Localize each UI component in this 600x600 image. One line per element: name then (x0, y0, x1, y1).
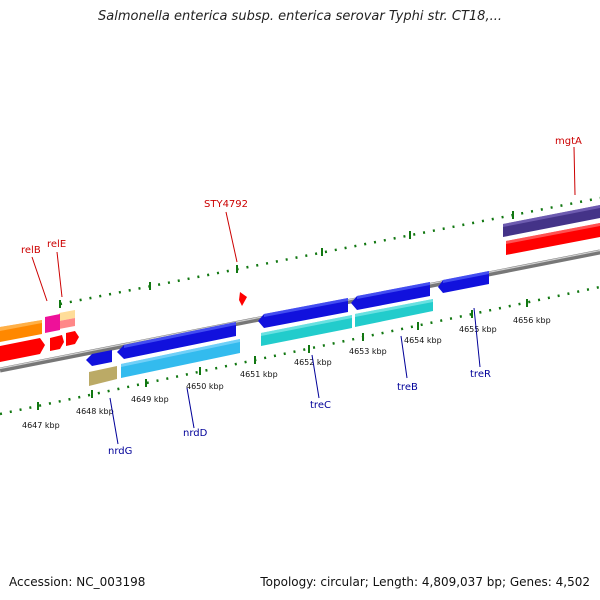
gene-label-treR: treR (470, 369, 491, 380)
gene-label-treC: treC (310, 400, 331, 411)
leader-treB (400, 335, 408, 379)
upper-major-ticks (59, 211, 514, 308)
gene-nrdG[interactable] (86, 350, 117, 386)
lower-major-ticks (37, 299, 528, 410)
accession-text: Accession: NC_003198 (9, 575, 146, 589)
leader-treC (311, 354, 320, 399)
gene-label-nrdD: nrdD (183, 428, 208, 439)
gene-treB[interactable] (351, 282, 433, 327)
leader-relE (56, 251, 63, 298)
kbp-label: 4655 kbp (459, 325, 497, 334)
kbp-label: 4649 kbp (131, 395, 169, 404)
leader-nrdG (109, 397, 119, 445)
kbp-label: 4653 kbp (349, 347, 387, 356)
gene-label-relB: relB (21, 245, 41, 256)
gene-label-STY4792: STY4792 (204, 199, 248, 210)
gene-red-left[interactable] (0, 331, 79, 362)
gene-relE[interactable] (59, 310, 75, 329)
leader-treR (473, 307, 481, 368)
kbp-label: 4647 kbp (22, 421, 60, 430)
kbp-label: 4648 kbp (76, 407, 114, 416)
leader-STY4792 (225, 211, 238, 263)
kbp-label: 4650 kbp (186, 382, 224, 391)
gene-treC[interactable] (258, 298, 352, 346)
genome-summary: Topology: circular; Length: 4,809,037 bp… (260, 575, 590, 589)
kbp-label: 4656 kbp (513, 316, 551, 325)
gene-STY4792[interactable] (239, 292, 247, 306)
kbp-label: 4651 kbp (240, 370, 278, 379)
gene-orange[interactable] (0, 320, 42, 342)
lower-scale-line (0, 285, 600, 416)
kbp-label: 4654 kbp (404, 336, 442, 345)
gene-mgtA[interactable] (503, 205, 600, 237)
leader-nrdD (186, 387, 195, 429)
gene-relB[interactable] (45, 314, 60, 333)
gene-label-mgtA: mgtA (555, 136, 582, 147)
page-title: Salmonella enterica subsp. enterica sero… (98, 9, 502, 24)
gene-treR[interactable] (438, 271, 489, 293)
gene-nrdD[interactable] (117, 322, 240, 378)
leader-mgtA (573, 146, 576, 196)
gene-red-forward[interactable] (506, 223, 600, 255)
leader-relB (31, 256, 48, 302)
gene-label-relE: relE (47, 239, 66, 250)
gene-label-treB: treB (397, 382, 418, 393)
gene-label-nrdG: nrdG (108, 446, 132, 457)
